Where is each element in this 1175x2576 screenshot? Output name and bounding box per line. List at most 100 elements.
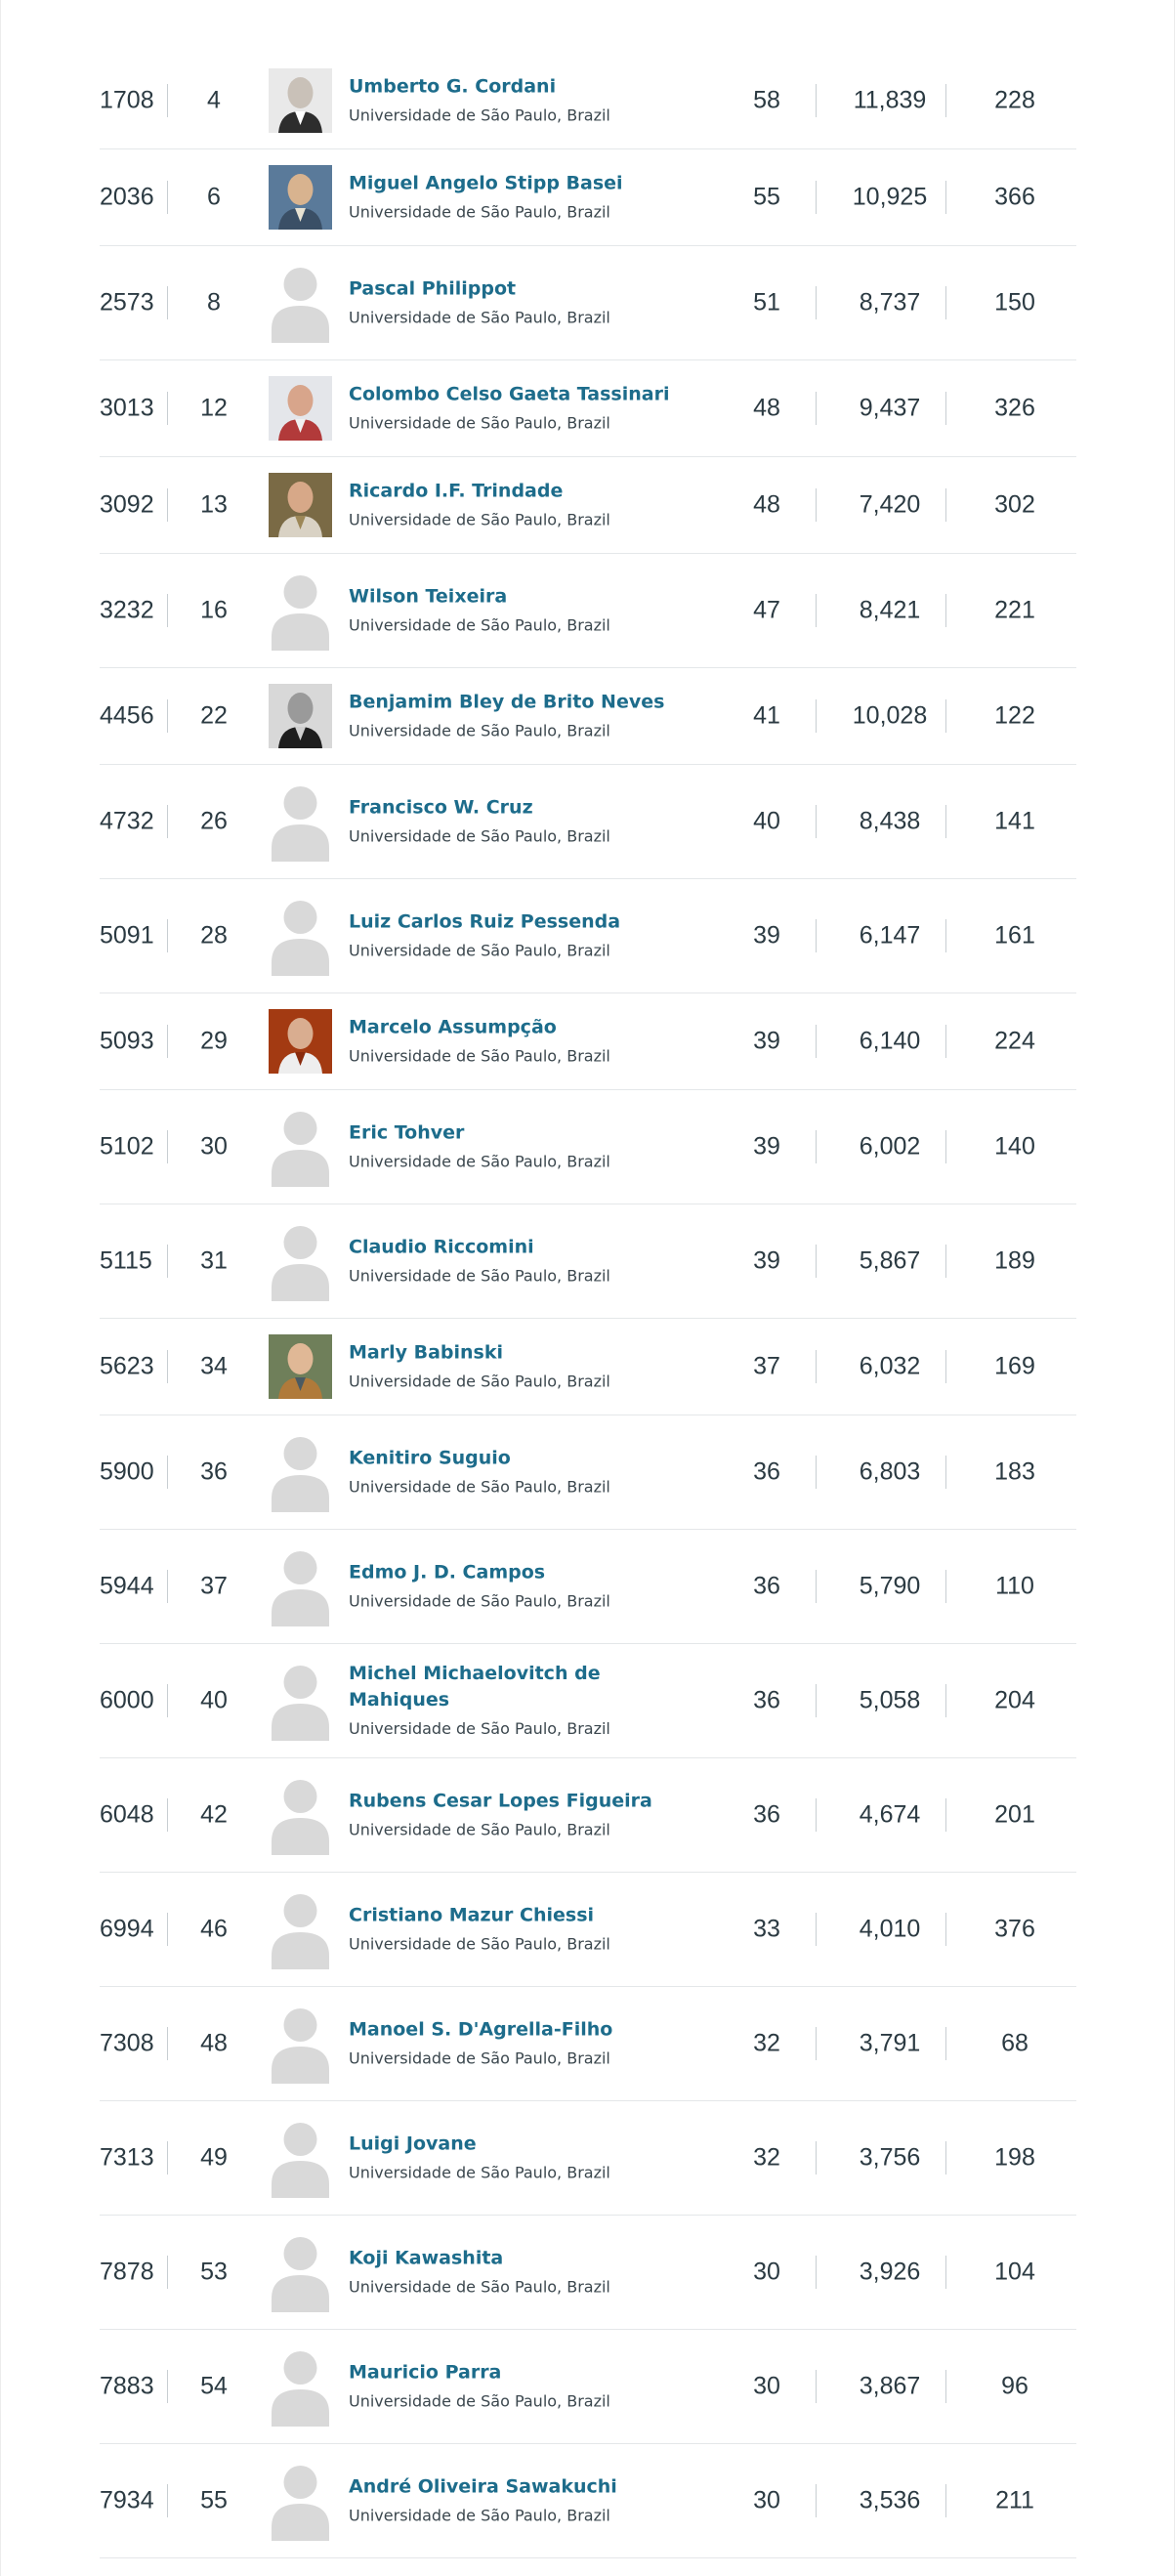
national-rank: 26 (200, 807, 228, 835)
scientist-info: Michel Michaelovitch de Mahiques Universi… (349, 1661, 681, 1741)
column-divider (816, 392, 817, 425)
citations-value: 5,790 (859, 1572, 921, 1600)
national-rank: 34 (200, 1352, 228, 1380)
scientist-name-link[interactable]: Claudio Riccomini (349, 1236, 534, 1258)
scientist-name-link[interactable]: Koji Kawashita (349, 2247, 504, 2269)
column-divider (945, 181, 946, 214)
column-divider (816, 805, 817, 838)
scientist-name-link[interactable]: Francisco W. Cruz (349, 796, 533, 819)
scientist-name-link[interactable]: Wilson Teixeira (349, 585, 508, 608)
citations-value: 6,803 (859, 1457, 921, 1486)
world-rank: 6000 (100, 1686, 154, 1714)
avatar[interactable] (269, 896, 332, 976)
avatar[interactable] (269, 473, 332, 537)
scientist-name-link[interactable]: Eric Tohver (349, 1121, 465, 1144)
h-index-value: 30 (753, 2372, 780, 2400)
column-divider (945, 1798, 946, 1832)
avatar[interactable] (269, 263, 332, 343)
avatar[interactable] (269, 570, 332, 651)
scientist-name-link[interactable]: Ricardo I.F. Trindade (349, 480, 564, 502)
scientist-info: Edmo J. D. Campos Universidade de São Pau… (349, 1560, 681, 1614)
publications-value: 189 (994, 1246, 1035, 1275)
world-rank: 7883 (100, 2372, 154, 2400)
avatar[interactable] (269, 376, 332, 441)
scientist-name-link[interactable]: Mauricio Parra (349, 2361, 502, 2384)
scientist-name-link[interactable]: Luiz Carlos Ruiz Pessenda (349, 910, 621, 933)
publications-value: 122 (994, 701, 1035, 730)
world-rank: 5944 (100, 1572, 154, 1600)
publications-value: 141 (994, 807, 1035, 835)
profile-photo-icon (269, 473, 332, 537)
affiliation: Universidade de São Paulo, Brazil (349, 2506, 610, 2525)
scientist-name-link[interactable]: Manoel S. D'Agrella-Filho (349, 2018, 613, 2041)
placeholder-avatar-icon (272, 268, 329, 343)
avatar[interactable] (269, 165, 332, 230)
h-index-value: 33 (753, 1915, 780, 1943)
avatar[interactable] (269, 1334, 332, 1399)
scientist-name-link[interactable]: Marly Babinski (349, 1341, 504, 1364)
placeholder-avatar-icon (272, 1551, 329, 1626)
table-row: 4456 22 Benjamim Bley de Brito Neves Univer… (100, 668, 1076, 765)
avatar[interactable] (269, 2346, 332, 2427)
profile-photo-icon (269, 1334, 332, 1399)
avatar[interactable] (269, 2461, 332, 2541)
scientist-info: Koji Kawashita Universidade de São Paulo,… (349, 2246, 681, 2300)
column-divider (167, 392, 168, 425)
scientist-name-link[interactable]: Luigi Jovane (349, 2133, 477, 2155)
placeholder-avatar-icon (272, 1226, 329, 1301)
placeholder-avatar-icon (272, 2123, 329, 2198)
world-rank: 7878 (100, 2258, 154, 2286)
avatar[interactable] (269, 68, 332, 133)
avatar[interactable] (269, 2004, 332, 2084)
scientist-name-link[interactable]: Miguel Angelo Stipp Basei (349, 172, 623, 194)
avatar[interactable] (269, 1107, 332, 1187)
scientist-name-link[interactable]: Benjamim Bley de Brito Neves (349, 691, 665, 713)
avatar[interactable] (269, 2118, 332, 2198)
publications-value: 224 (994, 1027, 1035, 1055)
h-index-value: 36 (753, 1800, 780, 1829)
national-rank: 49 (200, 2143, 228, 2172)
avatar[interactable] (269, 1661, 332, 1741)
avatar[interactable] (269, 1221, 332, 1301)
scientist-info: Umberto G. Cordani Universidade de São Pa… (349, 74, 681, 128)
avatar[interactable] (269, 1009, 332, 1074)
scientist-name-link[interactable]: André Oliveira Sawakuchi (349, 2475, 617, 2498)
affiliation: Universidade de São Paulo, Brazil (349, 106, 610, 125)
avatar[interactable] (269, 1889, 332, 1969)
national-rank: 29 (200, 1027, 228, 1055)
table-row: 6994 46 Cristiano Mazur Chiessi Universidad… (100, 1873, 1076, 1987)
scientist-name-link[interactable]: Cristiano Mazur Chiessi (349, 1904, 595, 1926)
avatar[interactable] (269, 781, 332, 862)
h-index-value: 51 (753, 288, 780, 317)
h-index-value: 36 (753, 1457, 780, 1486)
avatar[interactable] (269, 1546, 332, 1626)
scientist-info: Francisco W. Cruz Universidade de São Pau… (349, 795, 681, 849)
scientist-name-link[interactable]: Umberto G. Cordani (349, 75, 557, 98)
scientist-name-link[interactable]: Michel Michaelovitch de Mahiques (349, 1663, 601, 1710)
affiliation: Universidade de São Paulo, Brazil (349, 1591, 610, 1611)
placeholder-avatar-icon (272, 1894, 329, 1969)
scientist-name-link[interactable]: Edmo J. D. Campos (349, 1561, 546, 1584)
scientist-name-link[interactable]: Marcelo Assumpção (349, 1016, 557, 1038)
affiliation: Universidade de São Paulo, Brazil (349, 1046, 610, 1066)
avatar[interactable] (269, 684, 332, 748)
scientist-name-link[interactable]: Kenitiro Suguio (349, 1447, 511, 1469)
column-divider (945, 1684, 946, 1717)
publications-value: 183 (994, 1457, 1035, 1486)
world-rank: 2036 (100, 183, 154, 211)
table-row: 2036 6 Miguel Angelo Stipp Basei Universida… (100, 149, 1076, 246)
ranking-table: 1708 4 Umberto G. Cordani Universidade de S… (100, 53, 1076, 2558)
column-divider (816, 1245, 817, 1278)
table-row: 5900 36 Kenitiro Suguio Universidade de São… (100, 1415, 1076, 1530)
affiliation: Universidade de São Paulo, Brazil (349, 615, 610, 635)
scientist-name-link[interactable]: Pascal Philippot (349, 277, 517, 300)
avatar[interactable] (269, 2232, 332, 2312)
scientist-info: Mauricio Parra Universidade de São Paulo,… (349, 2360, 681, 2414)
column-divider (816, 1350, 817, 1383)
scientist-name-link[interactable]: Colombo Celso Gaeta Tassinari (349, 383, 670, 405)
scientist-name-link[interactable]: Rubens Cesar Lopes Figueira (349, 1790, 652, 1812)
column-divider (945, 286, 946, 319)
avatar[interactable] (269, 1775, 332, 1855)
table-row: 3232 16 Wilson Teixeira Universidade de São… (100, 554, 1076, 668)
avatar[interactable] (269, 1432, 332, 1512)
